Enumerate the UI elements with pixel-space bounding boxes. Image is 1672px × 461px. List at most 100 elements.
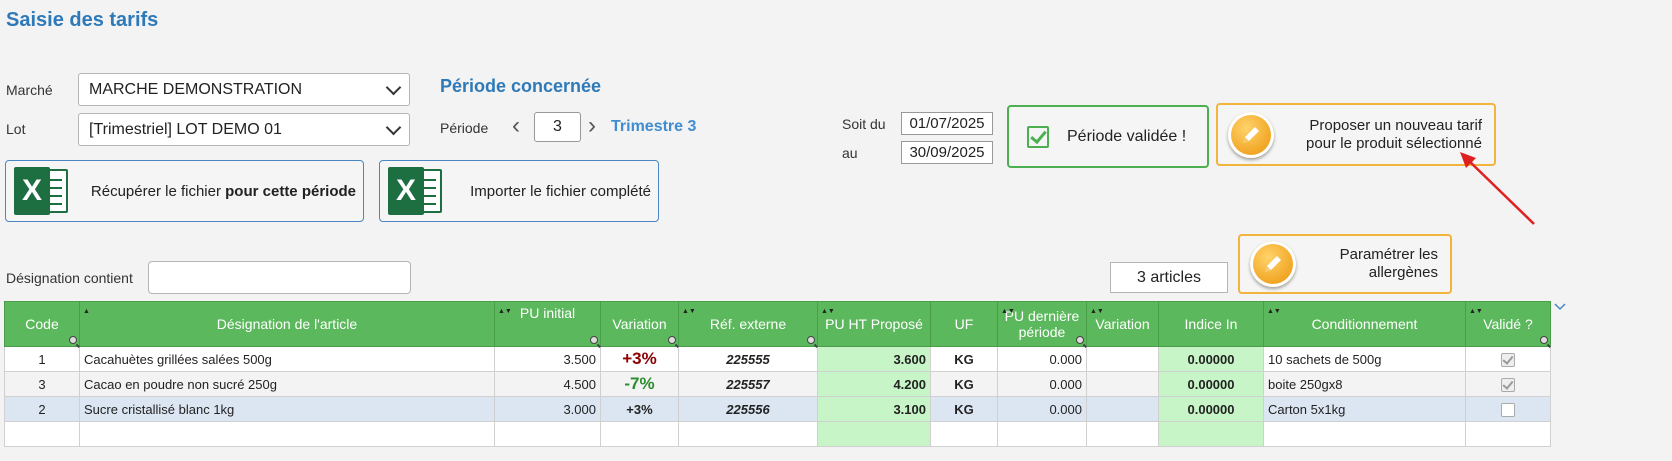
- trimestre-label: Trimestre 3: [611, 118, 697, 135]
- zoom-icon[interactable]: [590, 336, 598, 344]
- sort-icon[interactable]: ▲▼: [1469, 308, 1483, 315]
- designation-filter-label: Désignation contient: [6, 270, 133, 286]
- date-to-field[interactable]: 30/09/2025: [901, 141, 993, 164]
- cell-variation-2: [1086, 346, 1159, 372]
- designation-filter-input[interactable]: [148, 261, 411, 294]
- periode-label: Période: [440, 120, 489, 136]
- cell-conditionnement: 10 sachets de 500g: [1263, 346, 1466, 372]
- header-variation-2[interactable]: ▲▼ Variation: [1086, 301, 1159, 347]
- marche-select-value: MARCHE DEMONSTRATION: [89, 80, 303, 98]
- cell-conditionnement: boite 250gx8: [1263, 371, 1466, 397]
- header-designation[interactable]: ▲ Désignation de l'article: [79, 301, 495, 347]
- previous-period-arrow-icon[interactable]: ‹: [512, 112, 520, 139]
- cell-ref-externe: 225555: [678, 346, 818, 372]
- marche-label: Marché: [6, 82, 53, 98]
- cell-ref-externe: 225556: [678, 396, 818, 422]
- cell-uf: KG: [930, 346, 998, 372]
- tarifs-table: Code ▲ Désignation de l'article ▲▼ PU init…: [4, 301, 1551, 447]
- valide-checkbox[interactable]: [1501, 402, 1515, 417]
- cell-designation: Sucre cristallisé blanc 1kg: [79, 396, 495, 422]
- marche-select[interactable]: MARCHE DEMONSTRATION: [78, 73, 410, 106]
- scroll-chevron-icon[interactable]: [1554, 298, 1566, 311]
- zoom-icon[interactable]: [1540, 336, 1548, 344]
- lot-label: Lot: [6, 121, 26, 137]
- excel-icon: X: [388, 167, 444, 215]
- cell-variation-2: [1086, 396, 1159, 422]
- table-row[interactable]: 1 Cacahuètes grillées salées 500g 3.500 …: [4, 346, 1551, 372]
- header-valide[interactable]: ▲▼ Validé ?: [1465, 301, 1551, 347]
- cell-indice-in[interactable]: 0.00000: [1158, 371, 1264, 397]
- header-uf[interactable]: UF: [930, 301, 998, 347]
- parametrer-label-line2: allergènes: [1368, 264, 1438, 281]
- lot-select[interactable]: [Trimestriel] LOT DEMO 01: [78, 113, 410, 146]
- cell-pu-ht-propose[interactable]: 3.100: [817, 396, 931, 422]
- recuperer-fichier-button[interactable]: X Récupérer le fichier pour cette périod…: [5, 160, 364, 222]
- importer-fichier-button[interactable]: X Importer le fichier complété: [379, 160, 659, 222]
- zoom-icon[interactable]: [807, 336, 815, 344]
- sort-icon[interactable]: ▲▼: [1267, 308, 1281, 315]
- chevron-down-icon: [385, 119, 402, 135]
- table-header-row: Code ▲ Désignation de l'article ▲▼ PU init…: [4, 301, 1551, 347]
- recuperer-label-bold: pour cette période: [225, 182, 356, 200]
- header-code[interactable]: Code: [4, 301, 80, 347]
- parametrer-label-line1: Paramétrer les: [1339, 246, 1438, 263]
- proposer-nouveau-tarif-button[interactable]: Proposer un nouveau tarif pour le produi…: [1216, 103, 1496, 166]
- table-row-selected[interactable]: 2 Sucre cristallisé blanc 1kg 3.000 +3% …: [4, 396, 1551, 422]
- header-pu-initial[interactable]: ▲▼ PU initial: [494, 301, 601, 347]
- cell-code: 1: [4, 346, 80, 372]
- recuperer-label-prefix: Récupérer le fichier: [90, 182, 226, 200]
- cell-valide[interactable]: [1465, 396, 1551, 422]
- cell-indice-in[interactable]: 0.00000: [1158, 346, 1264, 372]
- cell-pu-initial: 3.500: [494, 346, 601, 372]
- importer-label: Importer le fichier complété: [470, 182, 651, 200]
- page-title: Saisie des tarifs: [6, 9, 159, 31]
- sort-icon[interactable]: ▲▼: [498, 308, 512, 315]
- cell-pu-derniere: 0.000: [997, 346, 1087, 372]
- au-label: au: [842, 145, 858, 161]
- sort-icon[interactable]: ▲▼: [682, 308, 696, 315]
- cell-variation: +3%: [600, 346, 679, 372]
- next-period-arrow-icon[interactable]: ›: [588, 112, 596, 139]
- header-variation[interactable]: Variation: [600, 301, 679, 347]
- periode-number-input[interactable]: 3: [534, 112, 581, 142]
- sort-icon[interactable]: ▲▼: [821, 308, 835, 315]
- chevron-down-icon: [385, 79, 402, 95]
- cell-pu-initial: 4.500: [494, 371, 601, 397]
- zoom-icon[interactable]: [1076, 336, 1084, 344]
- cell-indice-in[interactable]: 0.00000: [1158, 396, 1264, 422]
- sort-icon[interactable]: ▲▼: [1001, 308, 1015, 315]
- header-conditionnement[interactable]: ▲▼ Conditionnement: [1263, 301, 1466, 347]
- cell-valide[interactable]: [1465, 371, 1551, 397]
- cell-code: 2: [4, 396, 80, 422]
- cell-pu-initial: 3.000: [494, 396, 601, 422]
- valide-checkbox[interactable]: [1501, 377, 1515, 392]
- excel-icon: X: [14, 167, 70, 215]
- header-ref-externe[interactable]: ▲▼ Réf. externe: [678, 301, 818, 347]
- date-from-field[interactable]: 01/07/2025: [901, 112, 993, 135]
- valide-checkbox[interactable]: [1501, 352, 1515, 367]
- periode-section-title: Période concernée: [440, 76, 602, 96]
- sort-icon[interactable]: ▲▼: [1090, 308, 1104, 315]
- red-arrow-annotation: [1460, 152, 1535, 225]
- header-indice-in[interactable]: Indice In: [1158, 301, 1264, 347]
- lot-select-value: [Trimestriel] LOT DEMO 01: [89, 120, 282, 138]
- article-count: 3 articles: [1110, 262, 1228, 293]
- cell-valide[interactable]: [1465, 346, 1551, 372]
- header-pu-derniere[interactable]: ▲▼ PU dernière période: [997, 301, 1087, 347]
- cell-pu-ht-propose[interactable]: 3.600: [817, 346, 931, 372]
- pencil-icon: [1228, 111, 1274, 158]
- cell-pu-derniere: 0.000: [997, 396, 1087, 422]
- cell-pu-ht-propose[interactable]: 4.200: [817, 371, 931, 397]
- periode-validee-button[interactable]: Période validée !: [1007, 105, 1209, 168]
- cell-variation-2: [1086, 371, 1159, 397]
- cell-uf: KG: [930, 396, 998, 422]
- zoom-icon[interactable]: [69, 336, 77, 344]
- table-row[interactable]: 3 Cacao en poudre non sucré 250g 4.500 -…: [4, 371, 1551, 397]
- header-pu-ht-propose[interactable]: ▲▼ PU HT Proposé: [817, 301, 931, 347]
- parametrer-allergenes-button[interactable]: Paramétrer les allergènes: [1238, 234, 1452, 294]
- sort-up-icon[interactable]: ▲: [83, 308, 90, 315]
- zoom-icon[interactable]: [668, 336, 676, 344]
- cell-pu-derniere: 0.000: [997, 371, 1087, 397]
- table-row-empty: [4, 421, 1551, 447]
- cell-code: 3: [4, 371, 80, 397]
